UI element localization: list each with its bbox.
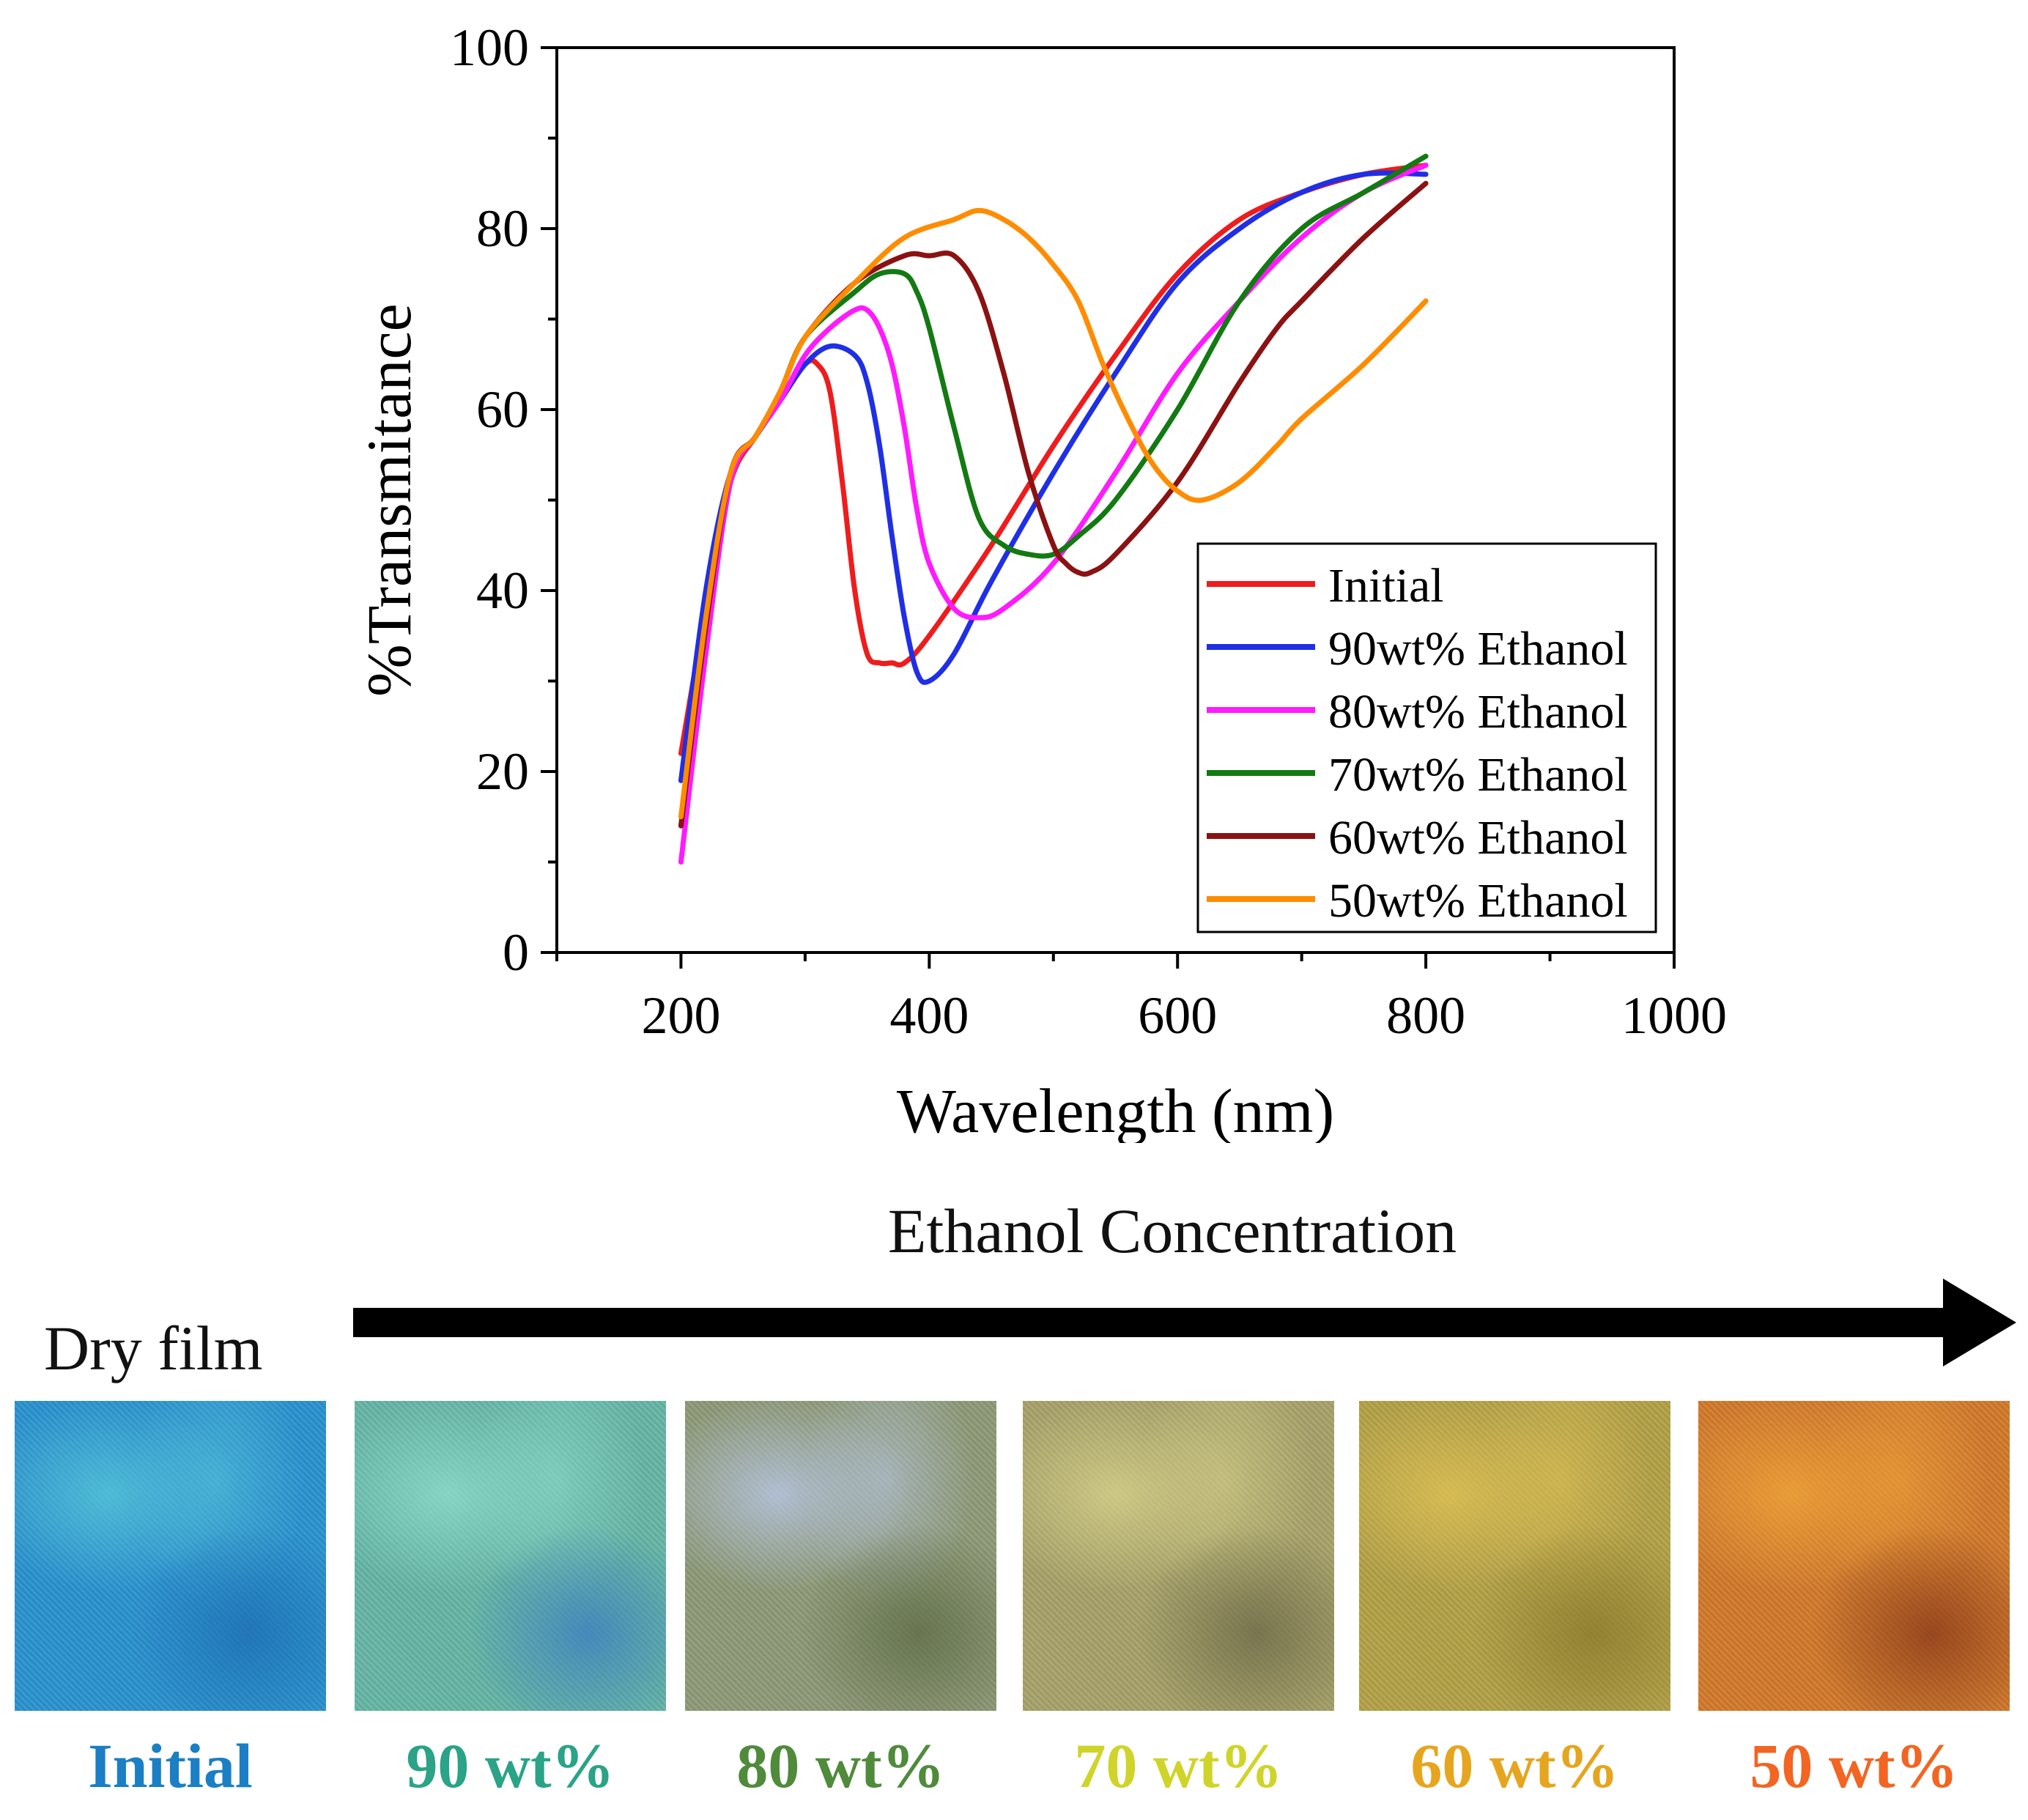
- swatch-caption: 70 wt%: [1074, 1731, 1283, 1801]
- legend-label: 50wt% Ethanol: [1328, 874, 1628, 928]
- y-tick-label: 0: [503, 923, 529, 982]
- film-swatch: [1698, 1401, 2010, 1711]
- swatch-caption: Initial: [88, 1731, 253, 1801]
- x-tick-label: 600: [1138, 986, 1217, 1045]
- y-tick-label: 80: [476, 199, 529, 258]
- chart-series-group: [678, 153, 1429, 865]
- legend-label: 90wt% Ethanol: [1328, 622, 1628, 676]
- concentration-arrow: [353, 1279, 2016, 1366]
- series-line-5: [678, 207, 1429, 820]
- film-swatch: [355, 1401, 666, 1711]
- y-tick-label: 20: [476, 742, 529, 801]
- film-swatch: [15, 1401, 326, 1711]
- chart-axes: 200 400 600 800 1000 0 20 40 60 80 100 Wavelength (…: [354, 18, 1727, 1143]
- x-tick-label: 800: [1386, 986, 1465, 1045]
- x-tick-label: 400: [889, 986, 969, 1045]
- swatch-caption: 80 wt%: [736, 1731, 945, 1801]
- concentration-title: Ethanol Concentration: [887, 1196, 1457, 1266]
- swatch-caption: 60 wt%: [1410, 1731, 1619, 1801]
- legend-box: [1196, 542, 1657, 933]
- legend-label: 60wt% Ethanol: [1328, 811, 1628, 865]
- film-swatch: [1023, 1401, 1334, 1711]
- swatch-caption: 50 wt%: [1750, 1731, 1958, 1801]
- legend-label: Initial: [1328, 559, 1444, 613]
- film-swatch: [685, 1401, 996, 1711]
- x-tick-label: 200: [641, 986, 720, 1045]
- dry-film-label: Dry film: [44, 1313, 263, 1383]
- chart-legend: Initial 90wt% Ethanol 80wt% Ethanol 70wt% E…: [1196, 542, 1657, 933]
- y-tick-label: 40: [476, 561, 529, 620]
- y-tick-label: 100: [450, 18, 529, 77]
- y-axis-label: %Transmitance: [354, 303, 424, 697]
- x-axis-label: Wavelength (nm): [897, 1076, 1334, 1143]
- transmittance-chart: 200 400 600 800 1000 0 20 40 60 80 100 Wavelength (…: [354, 18, 1727, 1143]
- film-swatch: [1359, 1401, 1670, 1711]
- y-tick-label: 60: [476, 380, 529, 439]
- legend-label: 80wt% Ethanol: [1328, 685, 1628, 739]
- swatch-caption: 90 wt%: [406, 1731, 615, 1801]
- legend-label: 70wt% Ethanol: [1328, 748, 1628, 802]
- x-tick-label: 1000: [1621, 986, 1727, 1045]
